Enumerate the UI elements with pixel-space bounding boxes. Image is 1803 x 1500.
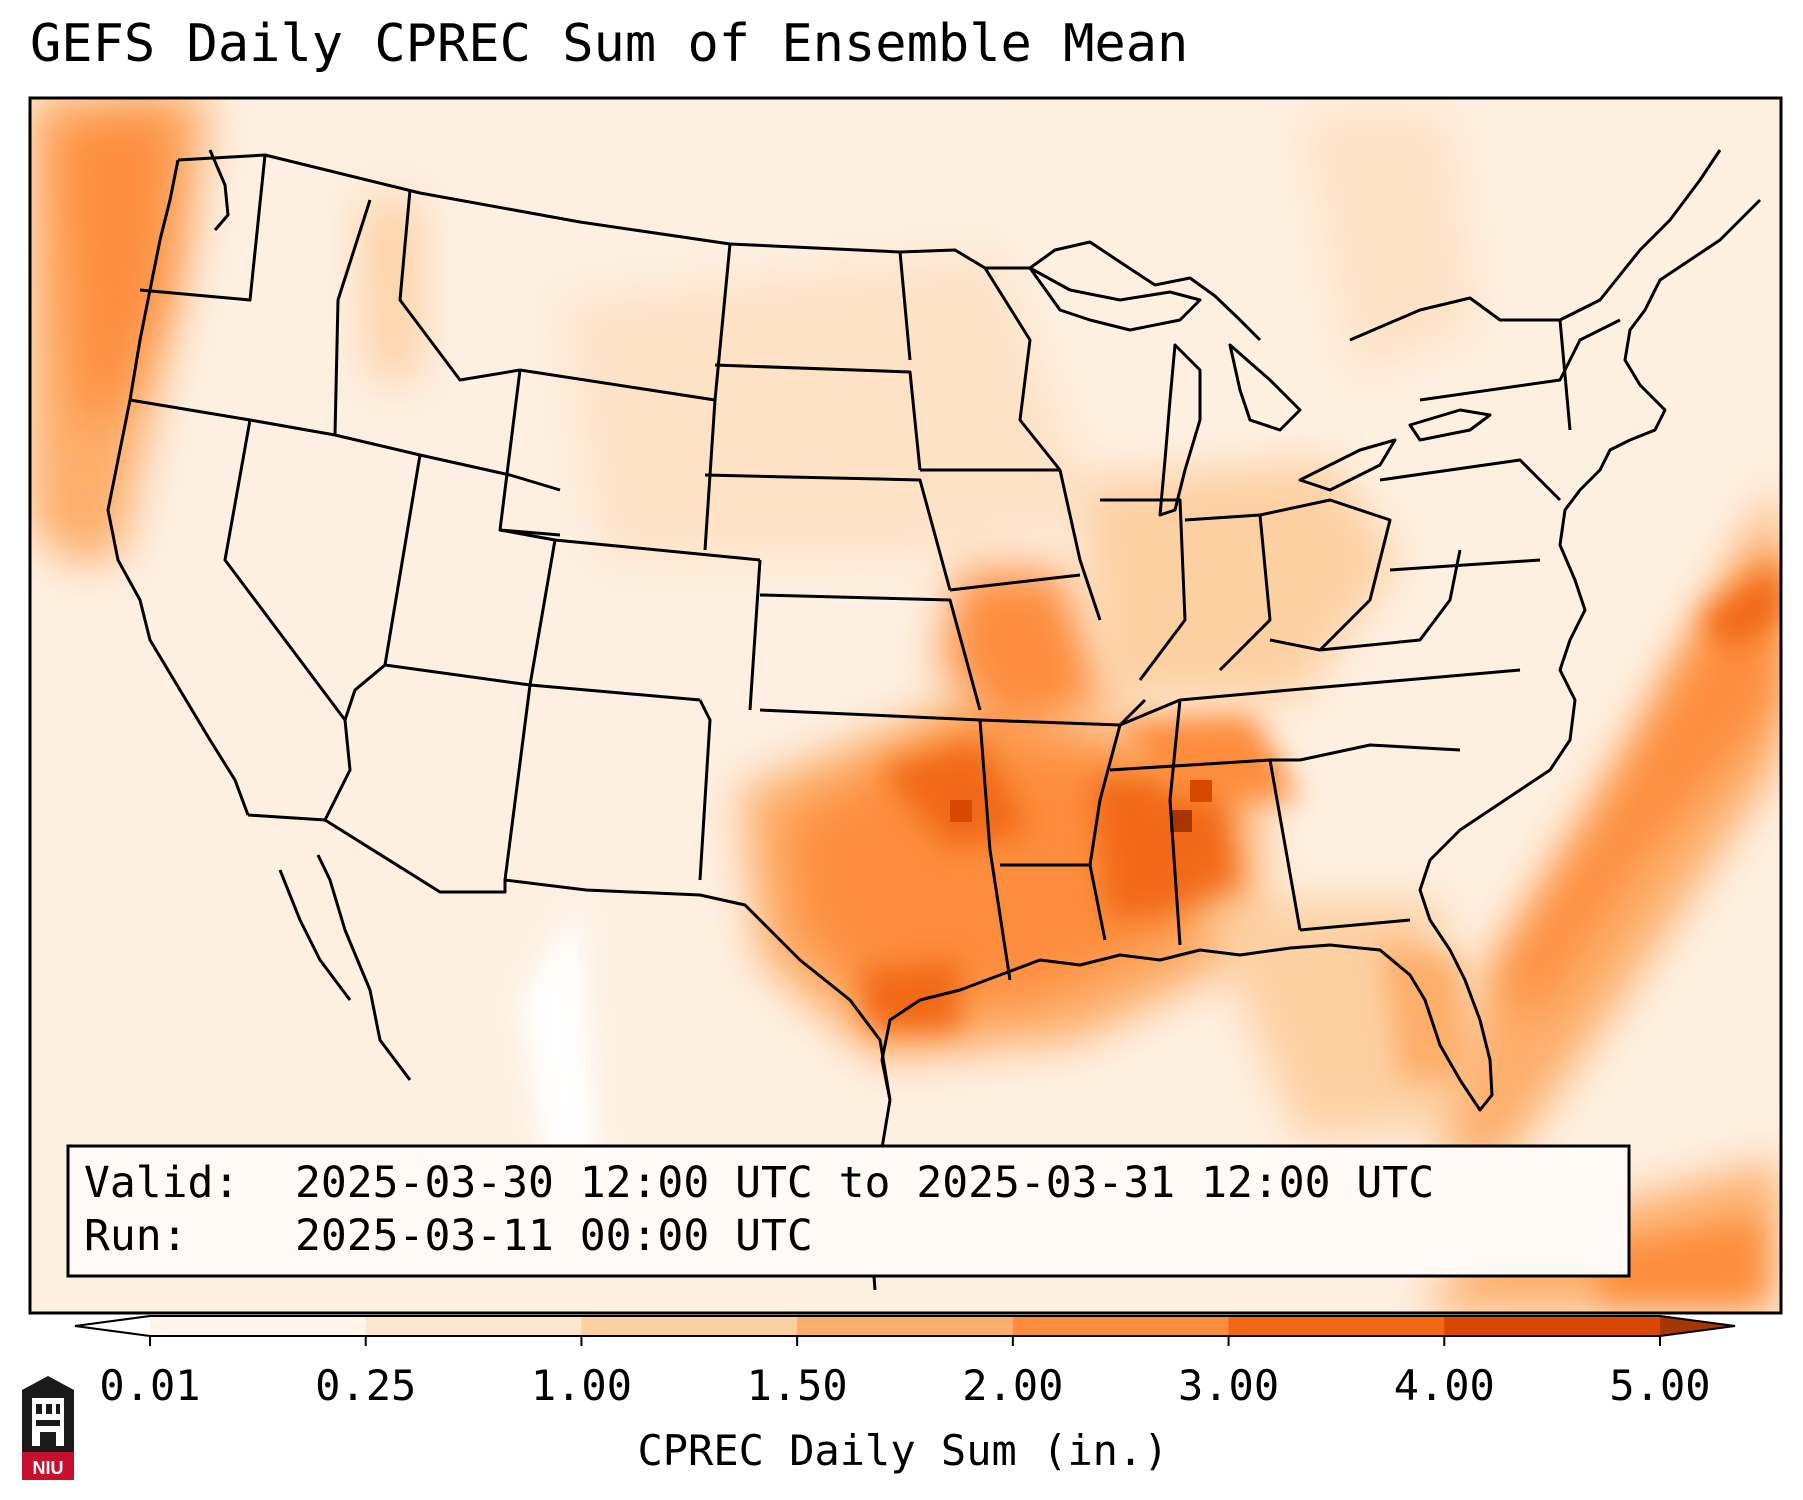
canada-border-east: [1349, 149, 1722, 342]
run-value: 2025-03-11 00:00 UTC: [295, 1211, 813, 1261]
pa-north: [1379, 458, 1562, 502]
colorbar-segment: [365, 1316, 582, 1336]
ks-ok: [759, 593, 982, 711]
il: [1100, 498, 1187, 681]
ms-west: [1088, 724, 1122, 866]
lake-ontario: [1408, 408, 1492, 442]
ne-ks: [704, 473, 952, 591]
boundaries: [106, 149, 1762, 1291]
al-ms: [1168, 699, 1182, 946]
puget-sound: [208, 149, 230, 231]
pa-south: [1389, 558, 1541, 572]
nm-east: [698, 699, 712, 881]
pacific-coast: [106, 159, 250, 816]
colorbar-label: CPREC Daily Sum (in.): [637, 1426, 1168, 1475]
id-mt: [398, 189, 521, 382]
colorbar-tick-label: 1.00: [531, 1361, 632, 1410]
precip-field: [30, 98, 1781, 1313]
al-ga: [1268, 759, 1302, 931]
baja-east: [278, 869, 352, 1001]
mo-north: [949, 573, 1081, 592]
niu-logo: NIU: [22, 1376, 74, 1480]
valid-label: Valid:: [84, 1158, 239, 1208]
colorbar-extend-min: [75, 1316, 150, 1336]
in: [1184, 513, 1272, 672]
page-title: GEFS Daily CPREC Sum of Ensemble Mean: [30, 14, 1189, 74]
colorbar-tick-label: 4.00: [1394, 1361, 1495, 1410]
map-panel: [30, 98, 1781, 1313]
valid-value: 2025-03-30 12:00 UTC to 2025-03-31 12:00…: [295, 1158, 1434, 1208]
ut-co: [528, 539, 557, 686]
colorbar-tick-label: 1.50: [747, 1361, 848, 1410]
colorbar-segment: [1444, 1316, 1661, 1336]
colorbar-tick-label: 0.01: [99, 1361, 200, 1410]
lake-erie: [1298, 438, 1397, 492]
ok-tx: [759, 708, 1012, 981]
az-nm: [503, 684, 532, 881]
oh: [1259, 498, 1392, 652]
colorbar-segment: [150, 1316, 367, 1336]
colorbar-segment: [1228, 1316, 1445, 1336]
logo-text: NIU: [33, 1458, 64, 1478]
colorbar-tick-label: 2.00: [962, 1361, 1063, 1410]
lake-superior: [1028, 266, 1202, 332]
atlantic-coast: [1418, 198, 1762, 921]
run-label: Run:: [84, 1211, 188, 1261]
co-east: [748, 559, 762, 711]
mexico-border: [247, 813, 892, 1101]
vt-nh: [1558, 319, 1572, 431]
fl-north: [1299, 918, 1411, 932]
colorbar-segment: [797, 1316, 1014, 1336]
nv-az: [343, 454, 422, 721]
colorbar: 0.01 0.25 1.00 1.50 2.00 3.00 4.00 5.00 CPREC D…: [74, 1315, 1736, 1475]
colorbar-tick-label: 3.00: [1178, 1361, 1279, 1410]
tn-south: [1109, 743, 1461, 772]
ny: [1419, 318, 1621, 402]
colorbar-extend-max: [1660, 1316, 1735, 1336]
wv-va: [1319, 549, 1462, 652]
nv-ut-north: [334, 433, 561, 492]
nd-mn: [898, 251, 912, 361]
lake-michigan: [1158, 343, 1202, 517]
gulf-coast: [880, 919, 1494, 1112]
mt-nd: [713, 243, 732, 401]
wa-or-line: [139, 154, 267, 302]
info-box: Valid: 2025-03-30 12:00 UTC to 2025-03-3…: [66, 1144, 1631, 1278]
colorbar-tick-label: 5.00: [1609, 1361, 1710, 1410]
colorbar-tick-label: 0.25: [315, 1361, 416, 1410]
mn-wi-ia: [983, 267, 1102, 621]
colorbar-segment: [1012, 1316, 1230, 1336]
az-ca: [323, 719, 352, 821]
map-frame: [28, 96, 1783, 1315]
lake-huron: [1228, 343, 1302, 432]
tn-ky: [1119, 668, 1521, 727]
sd-ne: [714, 363, 922, 471]
ca-nv: [223, 419, 347, 721]
colorbar-segment: [581, 1316, 798, 1336]
baja-west: [316, 854, 412, 1081]
